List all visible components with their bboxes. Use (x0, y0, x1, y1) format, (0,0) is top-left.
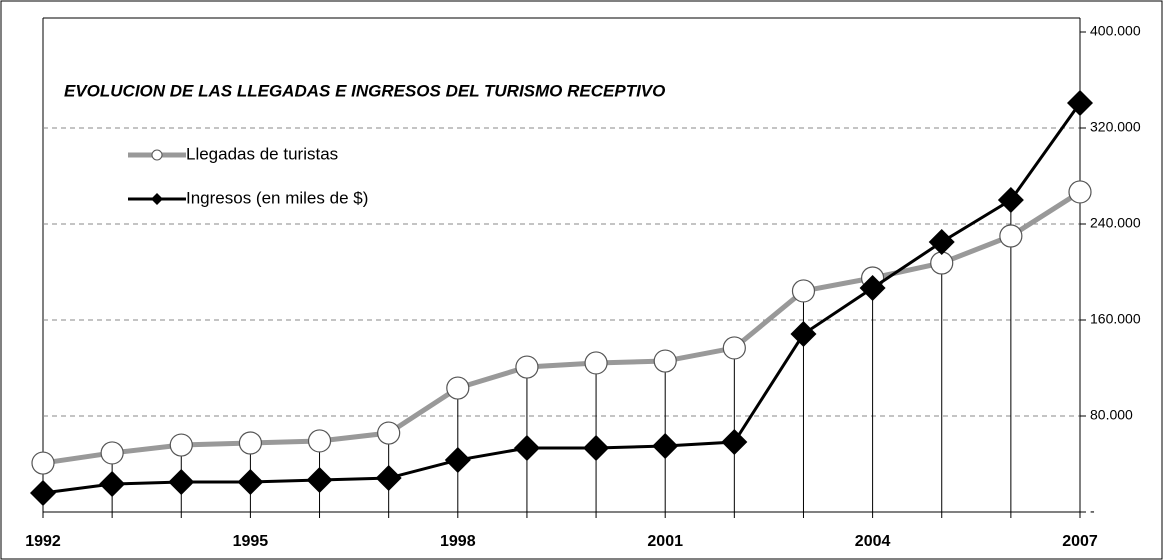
point (444, 447, 471, 474)
point (859, 274, 886, 301)
point (100, 441, 124, 465)
point (583, 435, 610, 462)
x-tick-label: 1998 (440, 533, 476, 550)
y-tick-label: 160.000 (1090, 311, 1141, 327)
point (1067, 90, 1093, 117)
series-line (42, 189, 1082, 466)
point (446, 376, 470, 400)
x-tick-label: 2007 (1062, 533, 1098, 550)
point (515, 355, 539, 379)
point (999, 224, 1023, 248)
point (377, 421, 401, 445)
point (237, 469, 264, 495)
point (30, 480, 56, 507)
legend-marker (151, 149, 163, 161)
y-tick-label: 320.000 (1090, 119, 1141, 135)
y-tick-label: - (1090, 503, 1095, 519)
point (928, 229, 955, 255)
point (584, 351, 608, 375)
point (306, 466, 333, 493)
point (791, 279, 816, 303)
x-tick-label: 2001 (647, 533, 683, 550)
point (997, 187, 1024, 213)
point (99, 471, 126, 498)
x-tick-label: 2004 (855, 533, 891, 550)
point (1068, 180, 1092, 204)
chart-title: EVOLUCION DE LAS LLEGADAS E INGRESOS DEL… (64, 81, 665, 100)
series-line (42, 102, 1082, 495)
point (721, 429, 748, 456)
point (169, 433, 193, 457)
x-tick-label: 1995 (233, 533, 269, 550)
point (513, 435, 540, 462)
point (722, 336, 746, 360)
point (653, 349, 677, 373)
point (238, 431, 262, 455)
y-tick-label: 80.000 (1090, 407, 1133, 423)
y-tick-label: 240.000 (1090, 215, 1141, 231)
point (930, 251, 954, 275)
y-tick-label: 400.000 (1090, 23, 1141, 39)
point (375, 465, 402, 492)
point (31, 451, 55, 475)
x-tick-label: 1992 (25, 533, 61, 550)
point (168, 469, 195, 495)
legend-marker (151, 193, 163, 205)
point (307, 429, 332, 453)
point (790, 321, 817, 348)
point (652, 433, 679, 459)
legend-label: Ingresos (en miles de $) (186, 188, 368, 207)
legend-label: Llegadas de turistas (186, 144, 338, 163)
